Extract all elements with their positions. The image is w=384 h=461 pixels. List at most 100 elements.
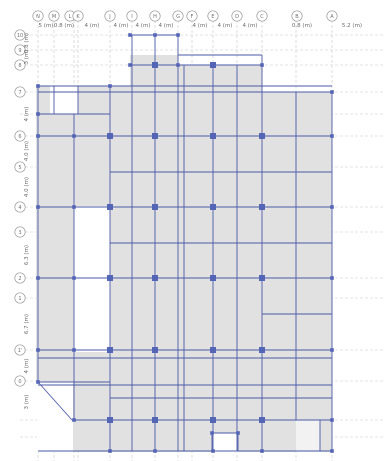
column[interactable]: [152, 204, 158, 210]
column[interactable]: [330, 205, 334, 209]
column[interactable]: [330, 348, 334, 352]
column[interactable]: [236, 431, 240, 435]
grid-bubble-y[interactable]: 0: [14, 375, 26, 387]
column[interactable]: [259, 204, 265, 210]
column[interactable]: [210, 62, 216, 68]
column[interactable]: [176, 63, 180, 67]
column[interactable]: [153, 33, 157, 37]
grid-bubble-circle: [326, 10, 338, 22]
dimension-label-x: 4 (m): [218, 23, 233, 29]
column[interactable]: [259, 133, 265, 139]
column[interactable]: [210, 417, 216, 423]
column[interactable]: [210, 275, 216, 281]
grid-bubble-x[interactable]: I: [126, 10, 138, 22]
column[interactable]: [153, 449, 157, 453]
column[interactable]: [152, 417, 158, 423]
column[interactable]: [210, 204, 216, 210]
grid-bubble-label: L: [69, 14, 72, 20]
grid-bubble-circle: [256, 10, 268, 22]
grid-bubble-x[interactable]: G: [172, 10, 184, 22]
grid-bubble-x[interactable]: J: [104, 10, 116, 22]
grid-bubble-y[interactable]: 10: [14, 29, 26, 41]
column[interactable]: [107, 275, 113, 281]
grid-bubble-y[interactable]: 4: [14, 201, 26, 213]
dimension-label-x: 4 (m): [114, 23, 129, 29]
grid-bubble-y[interactable]: 5: [14, 161, 26, 173]
grid-bubble-x[interactable]: E: [207, 10, 219, 22]
void-bottom-triangle: [37, 382, 72, 430]
grid-bubble-x[interactable]: F: [186, 10, 198, 22]
column[interactable]: [211, 449, 215, 453]
grid-bubble-x[interactable]: M: [48, 10, 60, 22]
grid-bubble-x[interactable]: N: [32, 10, 44, 22]
grid-bubble-label: B: [295, 14, 299, 20]
column[interactable]: [107, 347, 113, 353]
column[interactable]: [330, 449, 334, 453]
beam[interactable]: [37, 381, 73, 421]
dimension-labels-x: 5 (m) 0.8 (m) 4 (m) 4 (m) 4 (m) 4 (m) 4 (m) 4 (…: [39, 23, 363, 29]
column[interactable]: [107, 417, 113, 423]
column[interactable]: [210, 347, 216, 353]
column[interactable]: [259, 417, 265, 423]
column[interactable]: [128, 33, 132, 37]
grid-bubble-x[interactable]: A: [326, 10, 338, 22]
column[interactable]: [152, 347, 158, 353]
beams: [37, 34, 333, 452]
column[interactable]: [176, 33, 180, 37]
grid-bubble-label: E: [211, 14, 214, 20]
column[interactable]: [108, 84, 112, 88]
grid-bubble-circle: [72, 10, 84, 22]
grid-bubble-y[interactable]: 3: [14, 226, 26, 238]
column[interactable]: [152, 62, 158, 68]
column[interactable]: [259, 275, 265, 281]
grid-bubble-label: K: [76, 14, 80, 20]
column[interactable]: [210, 431, 214, 435]
column[interactable]: [72, 205, 76, 209]
grid-bubble-y[interactable]: 7: [14, 86, 26, 98]
column[interactable]: [36, 84, 40, 88]
column[interactable]: [128, 63, 132, 67]
grid-bubble-x[interactable]: D: [231, 10, 243, 22]
column[interactable]: [330, 134, 334, 138]
grid-bubble-y[interactable]: 8: [14, 59, 26, 71]
column[interactable]: [36, 380, 40, 384]
column[interactable]: [330, 90, 334, 94]
grid-bubble-circle: [14, 292, 26, 304]
column[interactable]: [36, 205, 40, 209]
grid-bubble-circle: [14, 44, 26, 56]
column[interactable]: [330, 276, 334, 280]
column[interactable]: [259, 347, 265, 353]
column[interactable]: [36, 348, 40, 352]
grid-bubble-label: 5: [18, 165, 21, 171]
grid-bubble-x[interactable]: C: [256, 10, 268, 22]
column[interactable]: [72, 418, 76, 422]
column[interactable]: [152, 275, 158, 281]
grid-bubble-circle: [186, 10, 198, 22]
column[interactable]: [36, 134, 40, 138]
column[interactable]: [260, 63, 264, 67]
grid-bubble-y[interactable]: 1: [14, 292, 26, 304]
grid-bubble-x[interactable]: K: [72, 10, 84, 22]
column[interactable]: [152, 133, 158, 139]
void-left: [74, 206, 110, 352]
dimension-label-x: 4 (m): [193, 23, 208, 29]
grid-bubble-y[interactable]: 2: [14, 272, 26, 284]
grid-bubble-circle: [14, 161, 26, 173]
column[interactable]: [210, 133, 216, 139]
column[interactable]: [108, 449, 112, 453]
column[interactable]: [72, 276, 76, 280]
grid-bubble-x[interactable]: H: [149, 10, 161, 22]
grid-bubble-y[interactable]: 9: [14, 44, 26, 56]
grid-bubble-x[interactable]: B: [291, 10, 303, 22]
column[interactable]: [36, 112, 40, 116]
column[interactable]: [72, 348, 76, 352]
grid-bubble-y[interactable]: 6: [14, 130, 26, 142]
grid-bubble-y[interactable]: 1': [14, 344, 26, 356]
column[interactable]: [260, 449, 264, 453]
column[interactable]: [107, 133, 113, 139]
column[interactable]: [107, 204, 113, 210]
column[interactable]: [330, 418, 334, 422]
column[interactable]: [36, 276, 40, 280]
column[interactable]: [72, 134, 76, 138]
